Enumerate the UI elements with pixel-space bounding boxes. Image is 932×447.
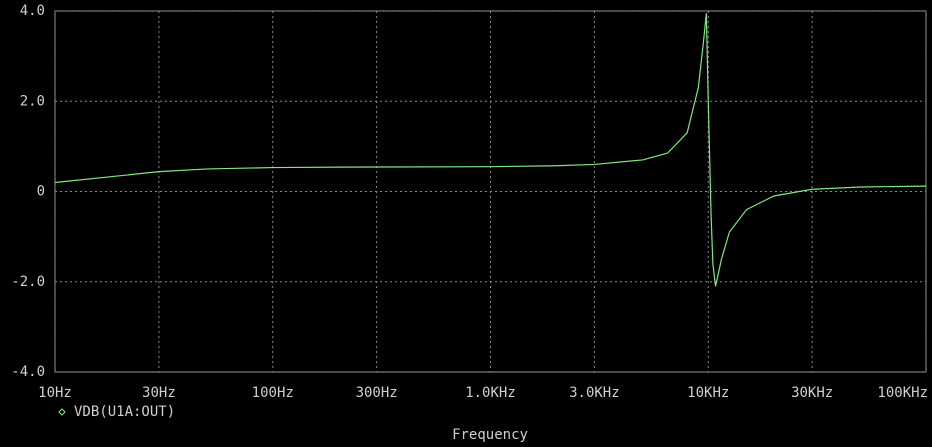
y-tick-label: -2.0 — [11, 274, 45, 290]
x-tick-label: 100Hz — [252, 385, 294, 401]
legend-label: VDB(U1A:OUT) — [74, 404, 175, 420]
x-tick-label: 30Hz — [142, 385, 176, 401]
x-tick-label: 30KHz — [791, 385, 833, 401]
x-tick-label: 3.0KHz — [569, 385, 620, 401]
x-tick-label: 10KHz — [687, 385, 729, 401]
data-line — [54, 13, 927, 287]
x-axis-label: Frequency — [452, 427, 528, 443]
y-tick-label: 0 — [37, 184, 45, 200]
x-tick-label: 1.0KHz — [465, 385, 516, 401]
y-tick-label: 2.0 — [20, 93, 45, 109]
y-tick-label: 4.0 — [20, 3, 45, 19]
x-tick-label: 300Hz — [356, 385, 398, 401]
legend-marker — [58, 408, 66, 416]
x-tick-label: 10Hz — [38, 385, 72, 401]
y-tick-label: -4.0 — [11, 364, 45, 380]
x-tick-label: 100KHz — [877, 385, 928, 401]
